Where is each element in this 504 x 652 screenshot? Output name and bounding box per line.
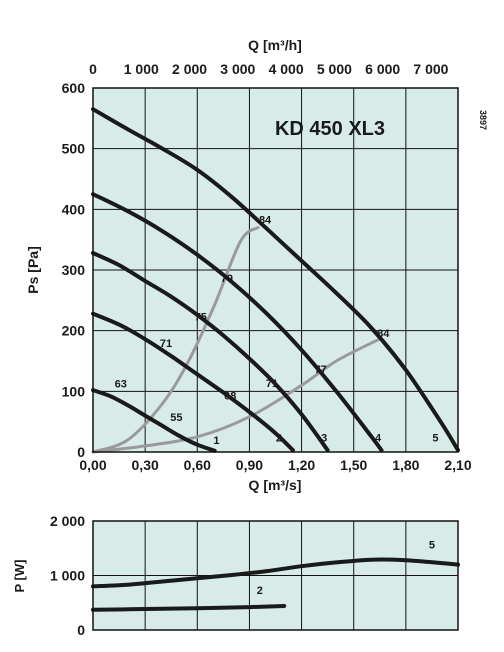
x-tick-label: 0,00 xyxy=(79,457,106,473)
x2-tick-label: 6 000 xyxy=(365,61,400,77)
power-curve-line-5 xyxy=(91,557,460,589)
fan-curve-line-5 xyxy=(91,107,460,453)
y-tick-label: 0 xyxy=(77,444,85,460)
curve-annotation: 63 xyxy=(115,378,127,390)
curve-annotation: 2 xyxy=(276,432,282,444)
x-tick-label: 1,50 xyxy=(340,457,367,473)
curve-annotation: 68 xyxy=(224,391,236,403)
fan-curves xyxy=(91,107,460,453)
power-annotation: 2 xyxy=(257,585,263,597)
fan-curve-line-2 xyxy=(91,311,295,453)
curve-annotation: 55 xyxy=(170,412,182,424)
curve-annotation: 84 xyxy=(377,328,390,340)
system-curve-line xyxy=(91,226,260,454)
fan-curve-line-4 xyxy=(91,192,384,453)
curve-annotation: 84 xyxy=(259,215,272,227)
x-tick-label: 2,10 xyxy=(444,457,471,473)
system-curves xyxy=(91,226,380,454)
power-annotation: 5 xyxy=(429,539,435,551)
y-tick-label: 400 xyxy=(62,201,86,217)
x2-tick-label: 4 000 xyxy=(269,61,304,77)
x-tick-label: 1,80 xyxy=(392,457,419,473)
x2-tick-label: 3 000 xyxy=(220,61,255,77)
curve-annotation: 71 xyxy=(160,338,172,350)
curve-annotation: 79 xyxy=(221,273,233,285)
x2-tick-label: 1 000 xyxy=(124,61,159,77)
fan-curve-line-1 xyxy=(91,388,217,453)
x2-tick-label: 0 xyxy=(89,61,97,77)
x-tick-label: 0,90 xyxy=(236,457,263,473)
power-y-tick-label: 2 000 xyxy=(50,513,85,529)
curve-annotation: 5 xyxy=(432,432,438,444)
x-tick-label: 1,20 xyxy=(288,457,315,473)
power-y-tick-label: 1 000 xyxy=(50,568,85,584)
y-tick-label: 600 xyxy=(62,80,86,96)
curve-annotation: 71 xyxy=(266,378,278,390)
y-tick-labels: 0 100 200 300 400 500 600 xyxy=(62,80,86,460)
y-axis-label: Ps [Pa] xyxy=(25,246,41,293)
curve-annotations: 84 79 75 71 63 55 68 71 77 84 1 2 3 4 5 xyxy=(115,215,439,447)
x-tick-label: 0,60 xyxy=(184,457,211,473)
power-curves xyxy=(91,557,460,612)
x2-tick-labels: 0 1 000 2 000 3 000 4 000 5 000 6 000 7 000 xyxy=(89,61,449,77)
power-y-tick-labels: 0 1 000 2 000 xyxy=(50,513,85,638)
power-curve-line-2 xyxy=(91,604,287,612)
y-tick-label: 500 xyxy=(62,141,86,157)
y-tick-label: 300 xyxy=(62,262,86,278)
y-tick-label: 200 xyxy=(62,323,86,339)
x-tick-label: 0,30 xyxy=(132,457,159,473)
side-label: 3897 xyxy=(478,110,488,130)
system-curve-line xyxy=(91,338,380,454)
x2-axis-label: Q [m³/h] xyxy=(248,37,302,53)
curve-annotation: 3 xyxy=(321,432,327,444)
fan-curve-line-3 xyxy=(91,251,330,453)
x2-tick-label: 7 000 xyxy=(413,61,448,77)
power-plot-border xyxy=(92,520,459,631)
power-annotations: 52 xyxy=(257,539,435,597)
curve-annotation: 4 xyxy=(375,432,382,444)
curve-annotation: 77 xyxy=(315,364,327,376)
power-y-axis-label: P [W] xyxy=(12,560,27,593)
x-axis-label: Q [m³/s] xyxy=(249,477,302,493)
curve-annotation: 1 xyxy=(213,435,219,447)
x2-tick-label: 5 000 xyxy=(317,61,352,77)
x-tick-labels: 0,00 0,30 0,60 0,90 1,20 1,50 1,80 2,10 xyxy=(79,457,471,473)
y-tick-label: 100 xyxy=(62,383,86,399)
curve-annotation: 75 xyxy=(195,312,207,324)
main-plot-border xyxy=(92,87,459,453)
x2-tick-label: 2 000 xyxy=(172,61,207,77)
chart-title: KD 450 XL3 xyxy=(275,118,385,140)
main-chart: 0,00 0,30 0,60 0,90 1,20 1,50 1,80 2,10 0 1 000 2… xyxy=(25,37,488,493)
power-y-tick-label: 0 xyxy=(77,622,85,638)
